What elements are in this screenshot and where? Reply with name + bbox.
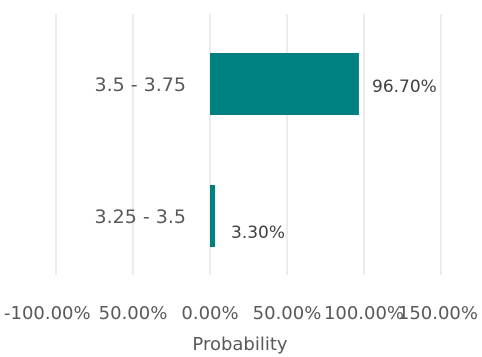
x-tick-label-4: 100.00% [324,303,404,324]
x-axis-tick-labels: -100.00% 50.00% 0.00% 50.00% 100.00%150.00% [4,303,478,324]
data-label-1: 3.30% [231,223,285,243]
bar-1 [210,185,216,247]
x-tick-label-1: 50.00% [99,303,168,324]
x-tick-label-3: 50.00% [253,303,322,324]
bar-0 [210,53,359,115]
x-tick-label-2: 0.00% [181,303,238,324]
data-labels: 96.70% 3.30% [231,77,437,243]
category-label-1: 3.25 - 3.5 [95,206,186,228]
x-axis-title: Probability [192,334,287,355]
x-tick-label-5: 150.00% [398,303,478,324]
data-label-0: 96.70% [372,77,437,97]
x-tick-label-0: -100.00% [4,303,91,324]
bar-series [210,53,359,247]
category-label-0: 3.5 - 3.75 [95,74,186,96]
category-labels: 3.5 - 3.75 3.25 - 3.5 [95,74,186,228]
